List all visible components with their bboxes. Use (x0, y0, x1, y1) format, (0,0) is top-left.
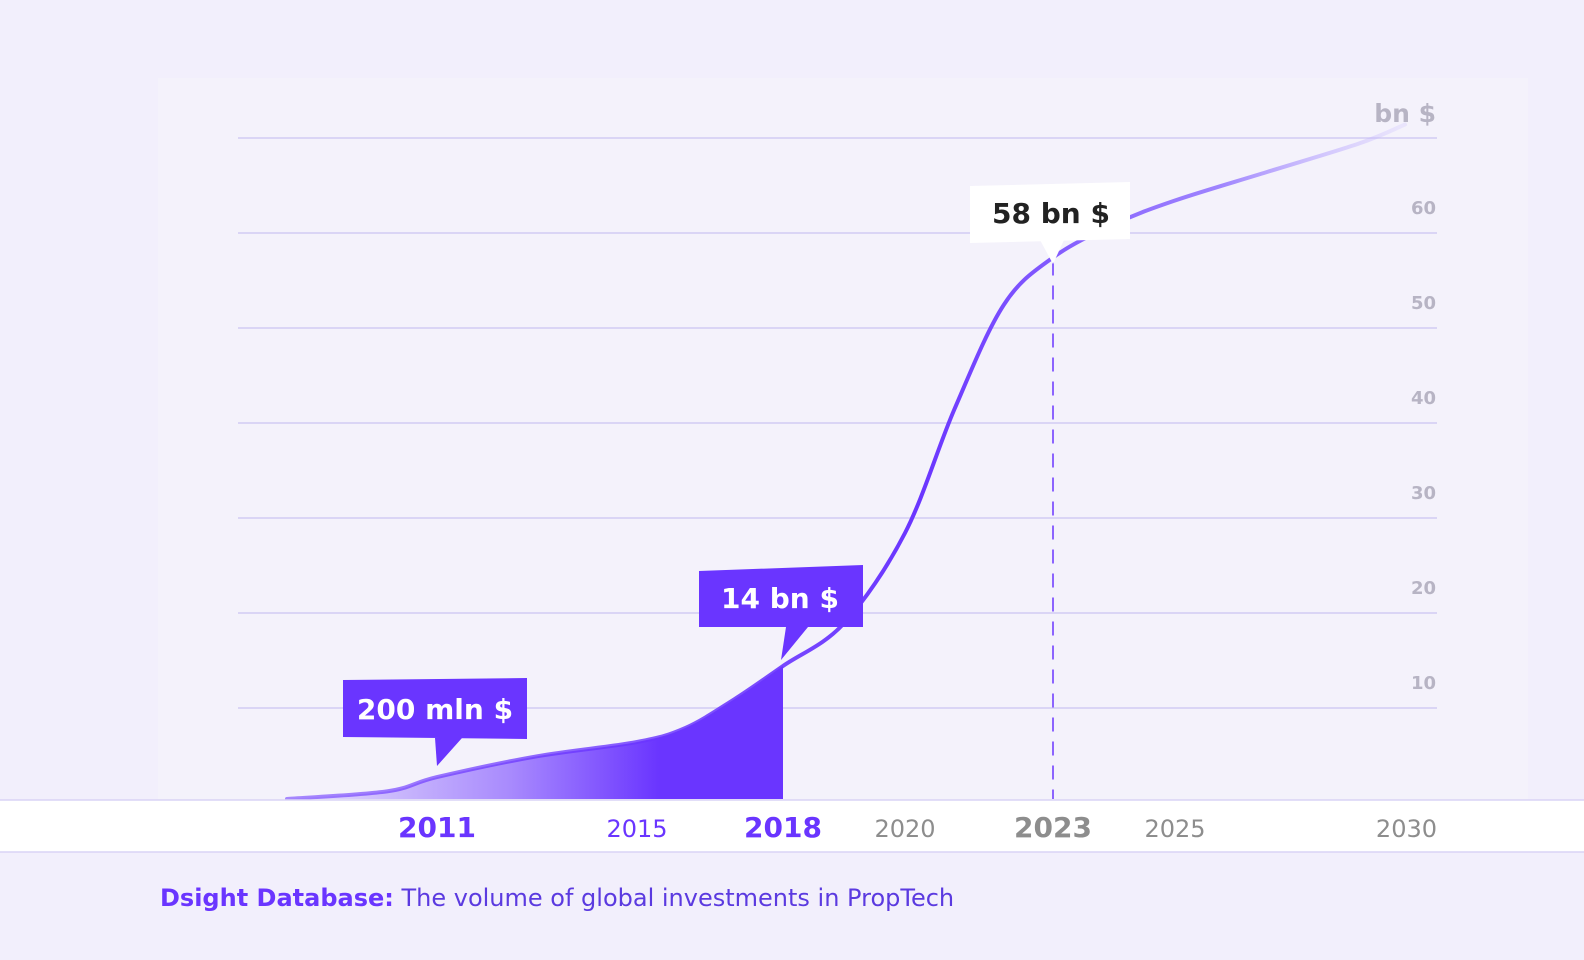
x-tick-label: 2020 (874, 815, 935, 843)
x-tick-label: 2018 (744, 811, 822, 844)
x-tick-label: 2023 (1014, 811, 1092, 844)
series-line (285, 122, 1407, 801)
y-tick-label: 40 (1411, 388, 1436, 409)
shaded-area (287, 666, 783, 799)
x-tick-labels: 2011 2015 2018 2020 2023 2025 2030 (398, 811, 1437, 844)
y-tick-label: 10 (1411, 673, 1436, 694)
callout-box (343, 678, 527, 739)
callout: 200 mln $ (343, 678, 527, 766)
callout-tail (781, 627, 808, 660)
callout-box (970, 182, 1130, 243)
data-label: 58 bn $ (992, 197, 1110, 230)
callout: 14 bn $ (699, 565, 863, 660)
y-tick-label: 20 (1411, 578, 1436, 599)
callout-box (699, 565, 863, 627)
y-tick-label: 50 (1411, 293, 1436, 314)
data-label: 14 bn $ (721, 582, 839, 615)
caption-source: Dsight Database: (160, 884, 394, 912)
x-axis-band (0, 800, 1584, 852)
x-tick-label: 2015 (606, 815, 667, 843)
chart-caption: Dsight Database: The volume of global in… (160, 884, 954, 912)
callout: 58 bn $ (970, 182, 1130, 264)
callout-tail (435, 738, 462, 766)
data-label: 200 mln $ (357, 693, 513, 726)
callouts: 200 mln $ 14 bn $ 58 bn $ (343, 182, 1130, 766)
shaded-area-layer (287, 666, 783, 799)
x-tick-label: 2025 (1144, 815, 1205, 843)
x-tick-label: 2030 (1376, 815, 1437, 843)
x-tick-label: 2011 (398, 811, 476, 844)
y-tick-label: 30 (1411, 483, 1436, 504)
y-tick-label: 60 (1411, 198, 1436, 219)
series-line-layer (285, 122, 1407, 801)
y-unit-label: bn $ (1374, 99, 1436, 128)
caption-text: The volume of global investments in Prop… (393, 884, 955, 912)
y-tick-labels: 10 20 30 40 50 60 bn $ (1374, 99, 1436, 694)
callout-tail (1040, 240, 1064, 264)
